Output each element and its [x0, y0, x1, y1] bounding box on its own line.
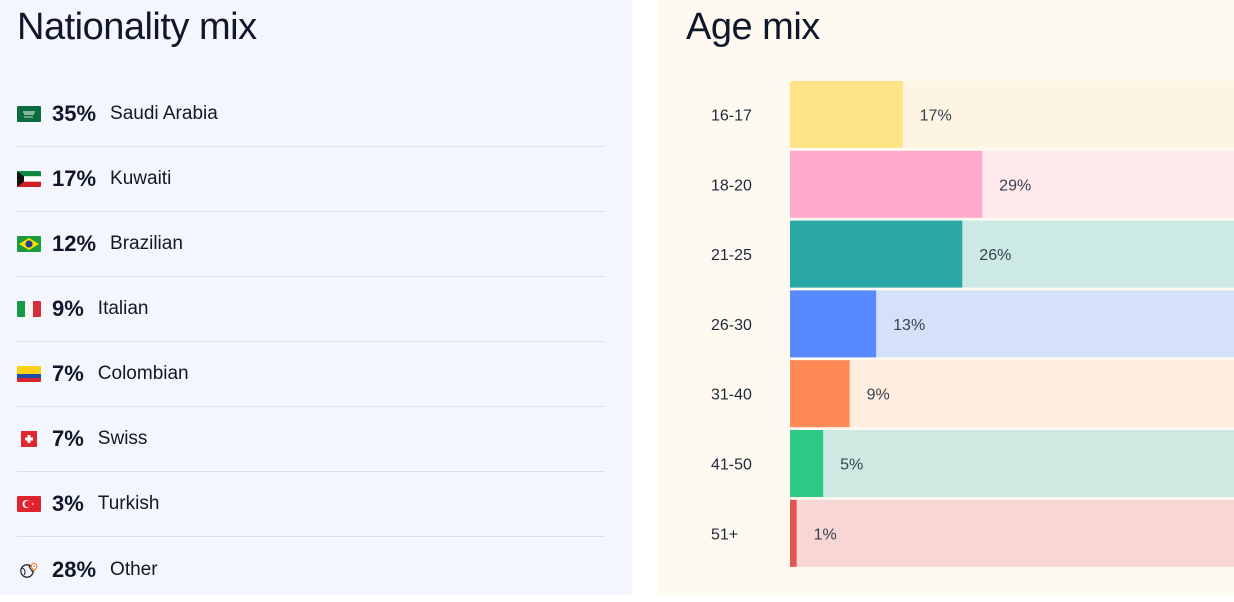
list-item: 9% Italian [17, 277, 605, 342]
age-category-label: 18-20 [711, 177, 752, 194]
age-bar-16-17 [790, 81, 903, 148]
list-item: 3% Turkish [17, 472, 605, 537]
age-bar-31-40 [790, 360, 850, 428]
bar-track [790, 430, 1234, 497]
age-category-label: 41-50 [711, 457, 752, 474]
globe-pin-icon [17, 562, 41, 578]
list-item: 28% Other [17, 537, 605, 602]
switzerland-flag-icon [17, 431, 41, 447]
nationality-percent: 7% [52, 426, 84, 451]
age-value-label: 26% [979, 247, 1011, 264]
age-category-label: 51+ [711, 526, 738, 543]
age-panel: Age mix 16-17 17% 18-20 29% 21-25 26% 26-30 13%… [658, 0, 1234, 595]
list-item: 12% Brazilian [17, 212, 605, 277]
italy-flag-icon [17, 301, 41, 317]
age-bar-41-50 [790, 430, 824, 497]
nationality-name: Brazilian [110, 233, 183, 254]
nationality-percent: 9% [52, 296, 84, 321]
nationality-percent: 12% [52, 231, 97, 256]
nationality-percent: 35% [52, 101, 97, 126]
nationality-name: Saudi Arabia [110, 103, 218, 124]
age-value-label: 17% [920, 108, 952, 125]
list-item: 7% Swiss [17, 407, 605, 472]
nationality-name: Italian [97, 298, 149, 319]
list-item: 7% Colombian [17, 342, 605, 407]
brazil-flag-icon [17, 236, 41, 252]
nationality-name: Other [110, 558, 158, 580]
turkey-flag-icon [17, 496, 41, 512]
age-value-label: 1% [814, 526, 837, 543]
nationality-percent: 28% [52, 556, 97, 582]
nationality-name: Swiss [97, 428, 148, 449]
age-category-label: 31-40 [711, 387, 752, 404]
age-bar-26-30 [790, 290, 877, 358]
age-title: Age mix [686, 6, 820, 48]
bar-track [790, 499, 1234, 567]
saudi-arabia-flag-icon [17, 106, 41, 122]
nationality-list: 35% Saudi Arabia 17% Kuwaiti 12% Brazili… [17, 82, 605, 602]
colombia-flag-icon [17, 366, 41, 382]
age-category-label: 16-17 [711, 108, 752, 125]
bar-track [790, 360, 1234, 428]
age-bar-21-25 [790, 220, 963, 288]
age-value-label: 9% [867, 387, 890, 404]
nationality-name: Colombian [97, 363, 189, 384]
age-value-label: 5% [840, 457, 863, 474]
nationality-name: Turkish [97, 493, 160, 514]
nationality-percent: 17% [52, 166, 97, 191]
nationality-name: Kuwaiti [110, 168, 172, 189]
age-category-label: 21-25 [711, 247, 752, 264]
nationality-title: Nationality mix [17, 6, 257, 48]
list-item: 17% Kuwaiti [17, 147, 605, 212]
nationality-panel: Nationality mix 35% Saudi Arabia 17% Kuw… [0, 0, 632, 595]
age-value-label: 29% [999, 177, 1031, 194]
kuwait-flag-icon [17, 171, 41, 187]
age-bar-51+ [790, 499, 797, 567]
nationality-percent: 7% [52, 361, 84, 386]
age-value-label: 13% [893, 317, 925, 334]
nationality-percent: 3% [52, 491, 84, 516]
age-bar-18-20 [790, 150, 983, 218]
age-category-label: 26-30 [711, 317, 752, 334]
list-item: 35% Saudi Arabia [17, 82, 605, 147]
age-bar-chart: 16-17 17% 18-20 29% 21-25 26% 26-30 13% 31-40 9% 4… [711, 81, 1234, 567]
